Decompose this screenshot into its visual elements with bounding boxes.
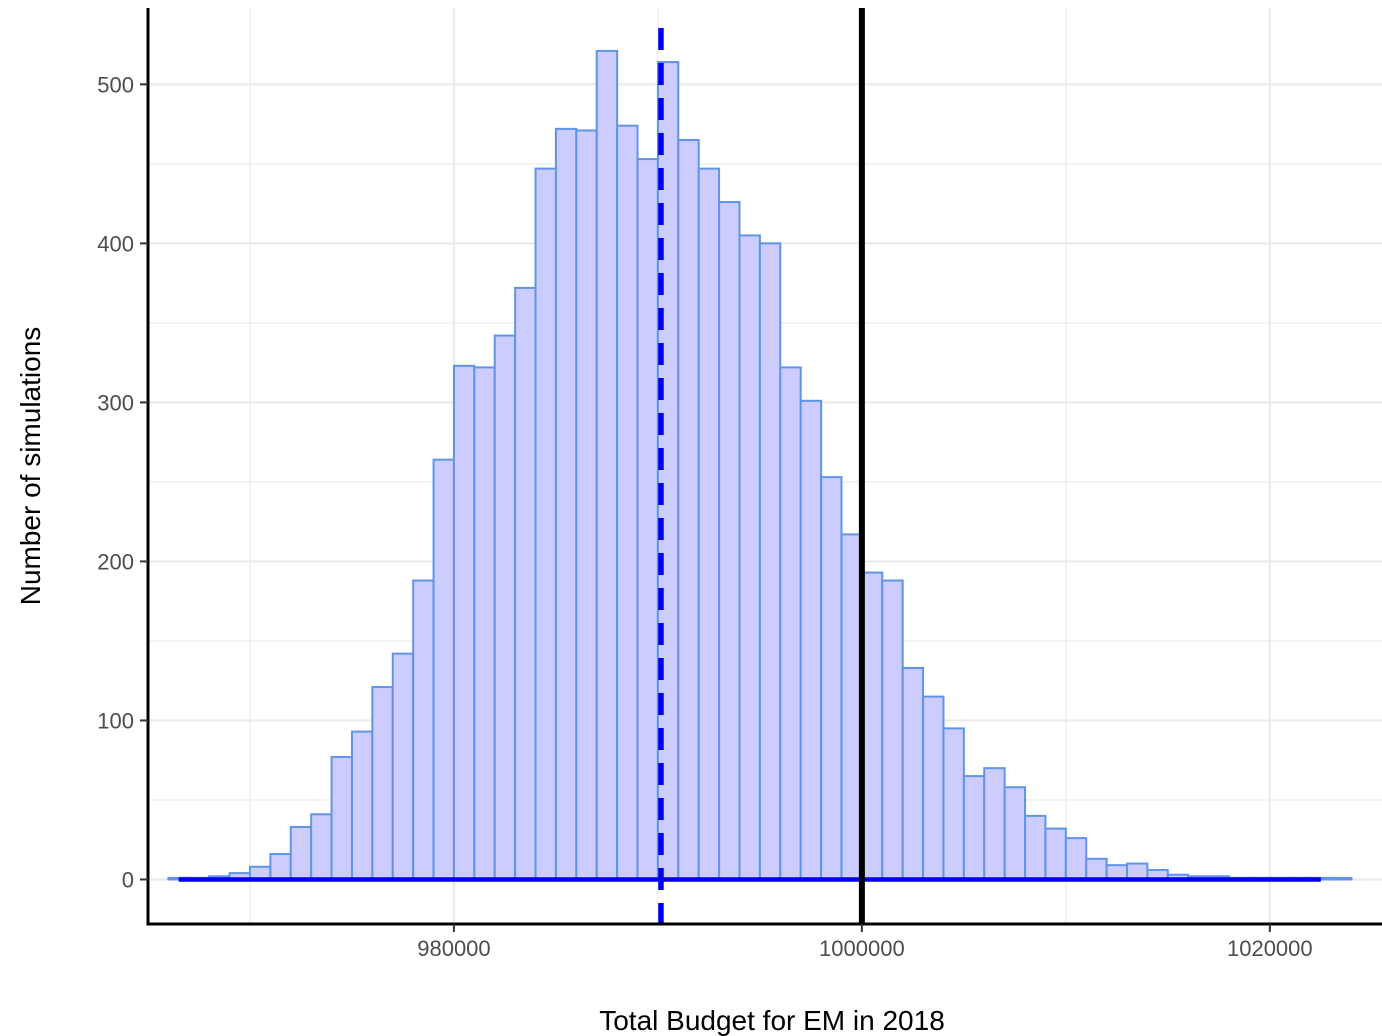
histogram-bar bbox=[901, 666, 925, 881]
histogram-bar bbox=[391, 652, 415, 881]
x-tick-label: 980000 bbox=[417, 936, 490, 961]
x-tick-label: 1000000 bbox=[819, 936, 905, 961]
histogram-bar bbox=[534, 167, 557, 881]
tick-labels: 0 100 200 300 400 500 980000 1000000 1020000 bbox=[97, 72, 1312, 961]
histogram-bar bbox=[1126, 862, 1149, 881]
histogram-bar bbox=[595, 49, 619, 881]
histogram-bar bbox=[922, 695, 945, 881]
axes bbox=[140, 8, 1382, 932]
histogram-bar bbox=[718, 201, 741, 881]
y-tick-label: 400 bbox=[97, 231, 134, 256]
x-tick-label: 1020000 bbox=[1227, 936, 1313, 961]
histogram-bar bbox=[1003, 786, 1027, 881]
y-tick-label: 0 bbox=[122, 867, 134, 892]
y-tick-label: 200 bbox=[97, 549, 134, 574]
histogram-bar bbox=[820, 476, 843, 881]
histogram-bar bbox=[942, 727, 965, 881]
histogram-bar bbox=[983, 767, 1006, 881]
y-tick-label: 500 bbox=[97, 72, 134, 97]
histogram-bar bbox=[1085, 857, 1108, 881]
histogram-bar bbox=[758, 242, 782, 881]
y-tick-label: 100 bbox=[97, 708, 134, 733]
y-tick-label: 300 bbox=[97, 390, 134, 415]
histogram-bar bbox=[452, 364, 476, 881]
histogram-bar bbox=[371, 686, 394, 881]
histogram-bar bbox=[779, 366, 802, 881]
histogram-bar bbox=[554, 127, 578, 881]
histogram-bar bbox=[799, 399, 823, 881]
histogram-bar bbox=[1024, 814, 1047, 881]
histogram-bar bbox=[860, 571, 884, 881]
histogram-bar bbox=[840, 533, 863, 881]
histogram-bar bbox=[881, 579, 904, 881]
histogram-bar bbox=[310, 813, 333, 881]
histogram-bar bbox=[473, 366, 496, 881]
histogram-bar bbox=[697, 167, 721, 881]
histogram-bar bbox=[1064, 837, 1088, 881]
histogram-bar bbox=[616, 124, 639, 881]
histogram-bar bbox=[636, 158, 659, 881]
x-axis-title: Total Budget for EM in 2018 bbox=[599, 1005, 945, 1036]
histogram-bar bbox=[962, 775, 986, 881]
histogram-bar bbox=[289, 825, 313, 881]
histogram-bar bbox=[677, 138, 700, 881]
reference-lines bbox=[658, 8, 865, 924]
histogram-bar bbox=[575, 129, 598, 881]
histogram-bars bbox=[167, 49, 1353, 881]
histogram-bar bbox=[514, 286, 537, 881]
histogram-bar bbox=[330, 756, 353, 881]
histogram-bar bbox=[432, 458, 455, 881]
histogram-bar bbox=[412, 579, 435, 881]
histogram-bar bbox=[493, 334, 517, 881]
histogram-bar bbox=[269, 853, 292, 881]
histogram-bar bbox=[1330, 876, 1353, 881]
histogram-bar bbox=[350, 730, 374, 881]
y-axis-title: Number of simulations bbox=[15, 327, 46, 606]
histogram-bar bbox=[738, 234, 761, 881]
histogram-bar bbox=[1044, 827, 1067, 881]
